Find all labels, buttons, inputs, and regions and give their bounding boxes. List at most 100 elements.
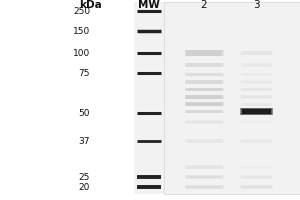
Bar xyxy=(243,166,270,168)
Bar xyxy=(245,81,268,83)
Bar xyxy=(245,64,268,66)
Bar xyxy=(244,140,269,142)
Bar xyxy=(190,176,218,178)
Bar xyxy=(245,166,268,168)
Bar xyxy=(245,176,268,178)
Bar xyxy=(187,110,221,113)
Bar xyxy=(192,73,216,75)
Bar xyxy=(188,176,220,178)
Bar xyxy=(243,121,270,123)
Bar xyxy=(243,81,270,83)
Bar xyxy=(243,96,270,98)
Bar xyxy=(188,140,220,142)
Bar xyxy=(243,73,270,76)
Bar xyxy=(240,88,273,91)
Bar xyxy=(243,186,270,188)
Bar xyxy=(185,50,223,56)
Bar xyxy=(189,81,219,83)
Bar xyxy=(186,50,222,56)
Text: kDa: kDa xyxy=(79,0,101,10)
Bar xyxy=(243,109,270,114)
Bar xyxy=(191,111,217,113)
Bar xyxy=(188,73,220,76)
Bar xyxy=(243,176,270,178)
Bar xyxy=(246,52,267,54)
Bar xyxy=(185,63,223,67)
Bar xyxy=(186,121,222,123)
Bar xyxy=(244,121,269,123)
Bar xyxy=(241,51,272,55)
Bar xyxy=(190,110,218,113)
Bar xyxy=(245,64,268,66)
Bar xyxy=(186,165,222,169)
Bar xyxy=(184,185,224,189)
Bar xyxy=(190,51,218,55)
Bar xyxy=(242,73,272,76)
Bar xyxy=(185,175,223,179)
Bar xyxy=(243,96,270,98)
Bar xyxy=(246,110,267,114)
Bar xyxy=(244,109,268,114)
Bar xyxy=(241,96,272,98)
Bar xyxy=(245,176,268,178)
Bar xyxy=(186,103,222,106)
Text: 100: 100 xyxy=(73,48,90,58)
Text: MW: MW xyxy=(138,0,159,10)
Bar xyxy=(244,81,268,83)
Bar xyxy=(243,88,270,91)
Bar xyxy=(190,73,218,76)
Bar xyxy=(241,166,272,168)
Bar xyxy=(190,96,218,98)
Bar xyxy=(188,63,220,67)
Bar xyxy=(242,166,271,168)
Bar xyxy=(245,96,268,98)
Bar xyxy=(188,73,220,76)
Bar xyxy=(245,140,268,142)
Bar xyxy=(241,63,272,67)
Bar xyxy=(246,104,267,105)
Bar xyxy=(190,81,218,83)
Bar xyxy=(241,186,272,188)
Bar xyxy=(188,166,220,168)
Bar xyxy=(189,51,219,55)
Bar xyxy=(245,103,268,105)
Bar xyxy=(188,88,220,91)
Bar xyxy=(185,80,223,84)
Bar xyxy=(187,140,221,142)
Bar xyxy=(242,121,272,123)
Bar xyxy=(184,95,224,99)
Bar xyxy=(242,109,272,114)
Bar xyxy=(134,2,164,194)
Bar xyxy=(243,64,270,66)
Bar xyxy=(189,110,219,113)
Text: 75: 75 xyxy=(79,68,90,77)
Bar xyxy=(244,121,268,123)
Bar xyxy=(187,110,221,113)
Bar xyxy=(241,176,272,178)
Bar xyxy=(188,81,220,83)
Bar xyxy=(246,89,267,90)
Bar xyxy=(245,89,268,91)
Bar xyxy=(192,111,216,113)
Bar xyxy=(244,73,269,76)
Bar xyxy=(240,63,273,67)
Bar xyxy=(240,73,273,76)
Bar xyxy=(189,121,219,123)
Bar xyxy=(245,109,268,114)
Bar xyxy=(244,64,268,66)
Bar xyxy=(188,121,220,123)
Bar xyxy=(240,103,273,106)
Bar xyxy=(245,89,268,91)
Bar xyxy=(242,51,272,55)
Bar xyxy=(190,64,218,66)
Bar xyxy=(185,73,223,76)
Bar xyxy=(246,176,267,178)
Bar xyxy=(187,50,221,55)
Bar xyxy=(188,140,220,142)
Bar xyxy=(190,140,218,142)
Bar xyxy=(191,51,217,55)
Bar xyxy=(186,139,222,143)
Bar xyxy=(244,51,268,55)
Bar xyxy=(242,63,272,67)
Bar xyxy=(187,95,221,99)
